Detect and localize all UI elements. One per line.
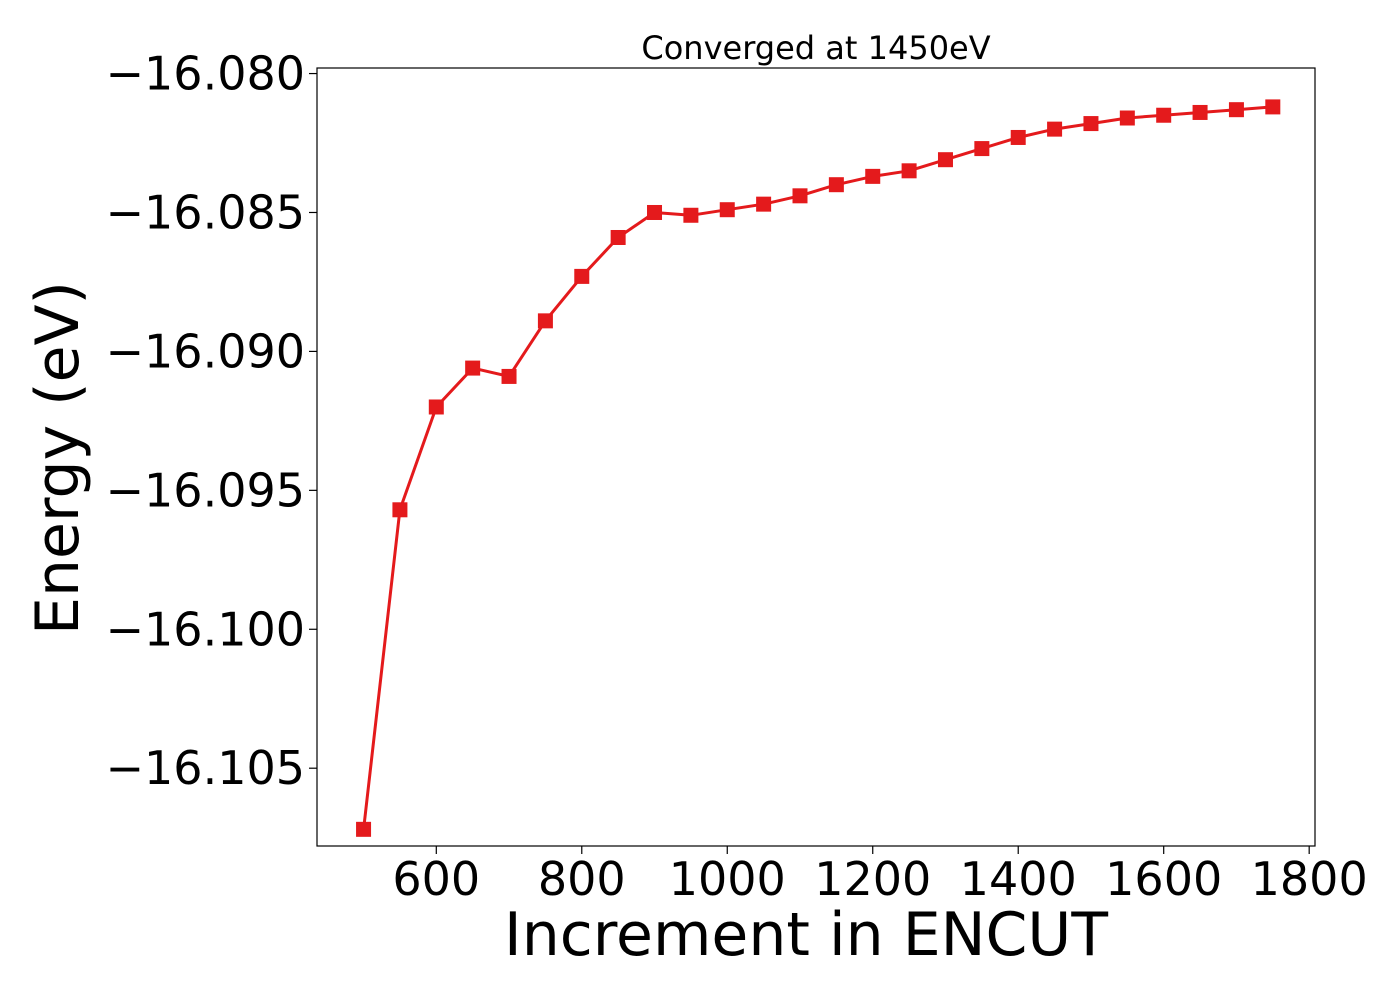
data-point <box>1192 104 1208 120</box>
x-tick-label: 600 <box>392 852 480 906</box>
data-series <box>356 99 1281 837</box>
x-tick-label: 1400 <box>960 852 1077 906</box>
x-tick-label: 1600 <box>1105 852 1222 906</box>
data-point <box>1265 99 1281 115</box>
y-axis-label: Energy (eV) <box>23 281 93 635</box>
data-point <box>1119 110 1135 126</box>
data-point <box>756 196 772 212</box>
data-point <box>428 399 444 415</box>
data-point <box>501 368 517 384</box>
x-tick-label: 1800 <box>1251 852 1368 906</box>
y-tick-label: −16.085 <box>106 185 306 239</box>
y-tick-label: −16.090 <box>106 324 306 378</box>
data-point <box>828 177 844 193</box>
data-point <box>1010 129 1026 145</box>
x-tick-label: 800 <box>538 852 626 906</box>
data-point <box>1047 121 1063 137</box>
data-point <box>610 229 626 245</box>
data-point <box>647 204 663 220</box>
data-point <box>537 313 553 329</box>
data-point <box>574 268 590 284</box>
data-point <box>974 141 990 157</box>
data-point <box>465 360 481 376</box>
data-point <box>901 163 917 179</box>
data-point <box>683 207 699 223</box>
data-point <box>1228 102 1244 118</box>
data-point <box>937 152 953 168</box>
x-tick-label: 1200 <box>814 852 931 906</box>
y-tick-label: −16.080 <box>106 47 306 101</box>
data-point <box>719 202 735 218</box>
data-point <box>1083 116 1099 132</box>
data-point <box>865 168 881 184</box>
data-point <box>792 188 808 204</box>
y-tick-label: −16.100 <box>106 602 306 656</box>
data-point <box>392 502 408 518</box>
plot-frame <box>316 67 1316 847</box>
x-axis: 600 800 1000 1200 1400 1600 1800 <box>392 846 1368 906</box>
x-axis-label: Increment in ENCUT <box>504 900 1108 970</box>
y-tick-label: −16.105 <box>106 741 306 795</box>
x-tick-label: 1000 <box>669 852 786 906</box>
data-point <box>1156 107 1172 123</box>
y-axis: −16.105 −16.100 −16.095 −16.090 −16.085 −16.0… <box>106 47 317 795</box>
data-point <box>356 821 372 837</box>
chart-title: Converged at 1450eV <box>641 29 990 67</box>
series-line <box>362 105 1273 830</box>
y-tick-label: −16.095 <box>106 463 306 517</box>
